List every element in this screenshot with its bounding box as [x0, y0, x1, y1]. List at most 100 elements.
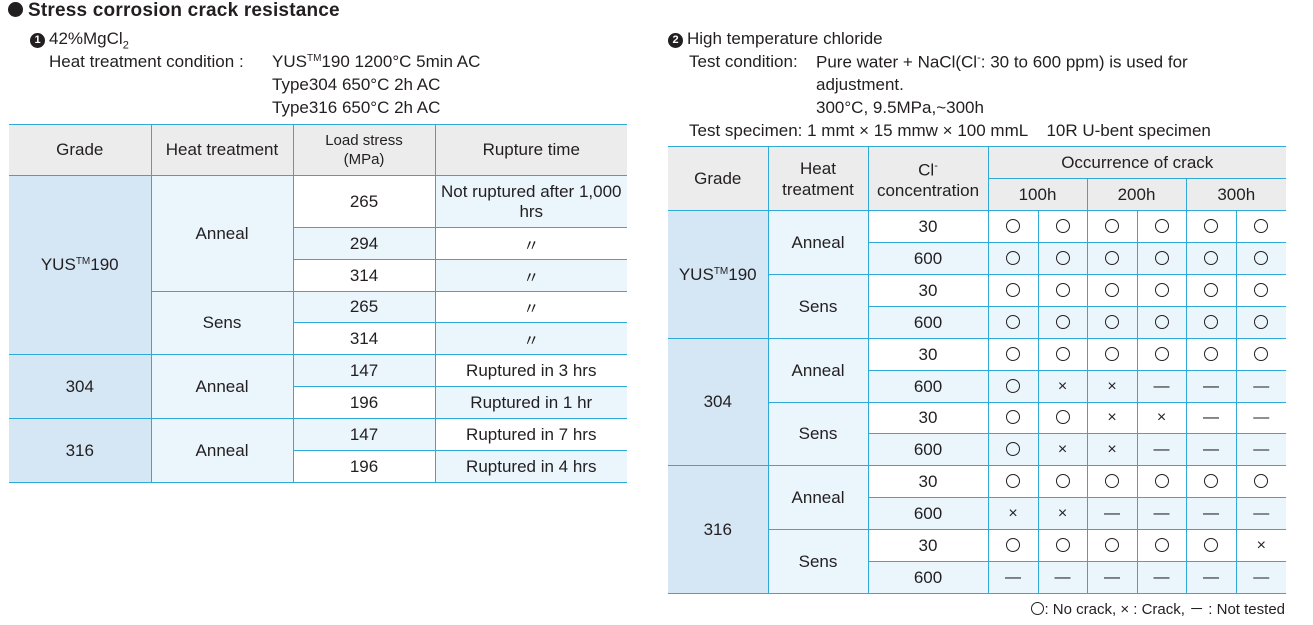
test-condition-line-3: 300°C, 9.5MPa,~300h: [816, 98, 984, 117]
crack-result-none: [1086, 306, 1138, 339]
load-stress: 196: [292, 450, 436, 483]
table-row: Sens 30 × × — —: [668, 402, 1286, 466]
crack-result-none: [1037, 242, 1088, 275]
crack-result-none: [1086, 274, 1138, 307]
cl-concentration-header: Cl-concentration: [867, 146, 989, 211]
crack-result-none: [1235, 306, 1286, 339]
circle-icon: [1105, 282, 1119, 297]
crack-result-none: [1235, 242, 1286, 275]
circle-icon: [1254, 346, 1269, 361]
crack-result-not-tested: —: [1136, 370, 1187, 403]
treatment-anneal: Anneal: [150, 418, 294, 483]
test-condition-label: Test condition:: [689, 52, 798, 71]
table-row: 196 Ruptured in 4 hrs: [9, 450, 627, 483]
crack-result-none: [987, 529, 1039, 562]
grade-316: 316: [668, 465, 769, 594]
treatment-sens: Sens: [767, 529, 869, 594]
treatment-sens: Sens: [150, 291, 294, 355]
crack-result-none: [1185, 242, 1237, 275]
table-row: YUSTM190 Anneal 265 Not ruptured after 1…: [9, 175, 627, 355]
load-stress-header: Load stress (MPa): [292, 124, 436, 176]
section-1-heading: 1 42%MgCl2: [30, 29, 129, 51]
crack-result-not-tested: —: [1185, 497, 1237, 530]
rupture-time: Ruptured in 3 hrs: [434, 354, 627, 387]
hours-100-header: 100h: [987, 178, 1088, 211]
circle-icon: [1154, 282, 1169, 297]
circle-icon: [1006, 218, 1020, 233]
crack-result-none: [987, 242, 1039, 275]
cl-concentration: 600: [867, 433, 989, 466]
crack-result-none: [987, 465, 1039, 498]
circle-icon: [1204, 537, 1218, 552]
load-stress: 314: [292, 259, 436, 292]
crack-result-none: [1037, 465, 1088, 498]
crack-result-not-tested: —: [1136, 433, 1187, 466]
treatment-anneal: Anneal: [150, 175, 294, 292]
table-row: 316 Anneal 30: [668, 465, 1286, 594]
crack-result-none: [1136, 242, 1187, 275]
circle-icon: [1154, 473, 1169, 488]
crack-result-none: [1086, 529, 1138, 562]
circle-icon: [1055, 473, 1070, 488]
load-stress: 147: [292, 354, 436, 387]
hours-300-header: 300h: [1185, 178, 1286, 211]
cl-concentration: 30: [867, 210, 989, 243]
circle-icon: [1006, 314, 1020, 329]
mgcl2-table: Grade Heat treatment Load stress (MPa) Ru…: [9, 124, 627, 483]
treatment-sens: Sens: [767, 402, 869, 466]
cl-concentration: 600: [867, 561, 989, 594]
circle-icon: [1254, 282, 1269, 297]
crack-result-none: [1037, 274, 1088, 307]
table-header-row: Grade Heat treatment Cl-concentration Occ…: [668, 146, 1286, 211]
cl-concentration: 30: [867, 402, 989, 434]
crack-result-none: [1185, 465, 1237, 498]
cl-concentration: 600: [867, 306, 989, 339]
table-header-row: Grade Heat treatment Load stress (MPa) Ru…: [9, 124, 627, 176]
circle-icon: [1154, 314, 1169, 329]
treatment-anneal: Anneal: [767, 210, 869, 275]
bullet-icon: [8, 2, 23, 17]
table-row: 600 × × — — —: [668, 370, 1286, 403]
circle-icon: [1055, 314, 1070, 329]
circle-icon: [1006, 537, 1020, 552]
crack-result-not-tested: —: [1136, 497, 1187, 530]
cl-concentration: 600: [867, 497, 989, 530]
rupture-time: Ruptured in 1 hr: [434, 386, 627, 419]
crack-result-crack: ×: [1086, 433, 1138, 466]
grade-header: Grade: [668, 146, 769, 211]
crack-result-none: [1136, 529, 1187, 562]
page-title: Stress corrosion crack resistance: [8, 0, 340, 22]
rupture-time: 〃: [434, 291, 627, 323]
crack-result-not-tested: —: [1185, 561, 1237, 594]
grade-yus190: YUSTM190: [9, 175, 152, 355]
crack-result-not-tested: —: [1086, 497, 1138, 530]
crack-result-not-tested: —: [1235, 433, 1286, 466]
grade-header: Grade: [9, 124, 152, 176]
load-stress: 265: [292, 291, 436, 323]
circle-icon: [1204, 314, 1218, 329]
load-stress: 294: [292, 227, 436, 260]
crack-result-none: [1136, 338, 1187, 371]
rupture-time: Ruptured in 4 hrs: [434, 450, 627, 483]
crack-result-none: [987, 210, 1039, 243]
circle-icon: [1006, 441, 1020, 456]
circle-icon: [1105, 473, 1119, 488]
circle-icon: [1055, 250, 1070, 265]
crack-result-none: [1136, 210, 1187, 243]
test-specimen: Test specimen: 1 mmt × 15 mmw × 100 mmL …: [689, 121, 1211, 140]
circle-icon: [1204, 282, 1218, 297]
table-row: 600: [668, 306, 1286, 339]
crack-result-none: [1086, 338, 1138, 371]
crack-result-none: [1235, 274, 1286, 307]
crack-result-crack: ×: [1235, 529, 1286, 562]
circle-icon: [1006, 346, 1020, 361]
rupture-time-header: Rupture time: [434, 124, 627, 176]
table-row: 316 Anneal 147 Ruptured in 7 hrs: [9, 418, 627, 483]
crack-result-none: [987, 433, 1039, 466]
table-row: 304 Anneal 147 Ruptured in 3 hrs: [9, 354, 627, 419]
circle-icon: [1055, 537, 1070, 552]
crack-result-none: [1235, 210, 1286, 243]
crack-result-none: [987, 274, 1039, 307]
circle-icon: [1105, 314, 1119, 329]
crack-result-crack: ×: [1086, 402, 1138, 434]
